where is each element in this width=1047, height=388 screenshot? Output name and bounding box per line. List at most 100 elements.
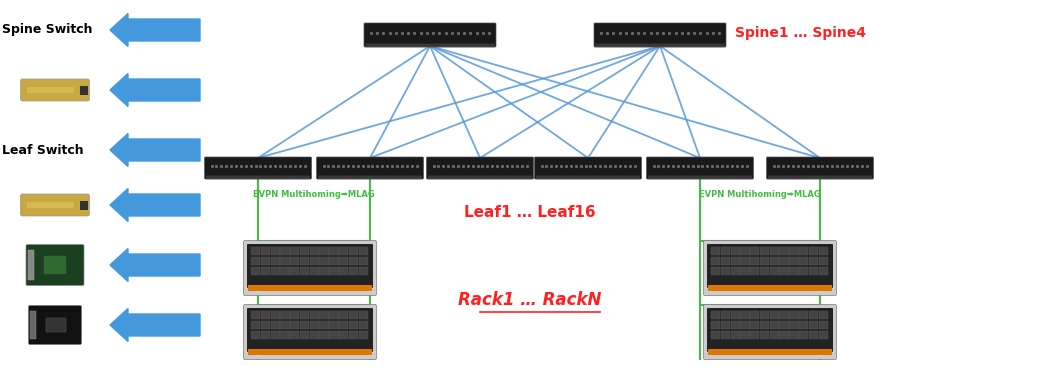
Bar [711, 247, 720, 255]
FancyBboxPatch shape [247, 308, 373, 352]
Bar [290, 311, 299, 319]
FancyArrow shape [110, 308, 200, 341]
FancyArrow shape [110, 248, 200, 282]
Bar [789, 321, 799, 329]
Bar [339, 331, 349, 339]
FancyBboxPatch shape [26, 244, 84, 286]
Bar [819, 257, 828, 265]
Bar [270, 247, 280, 255]
Bar [349, 311, 358, 319]
Bar [319, 331, 329, 339]
Bar [339, 267, 349, 275]
Bar [30, 311, 36, 339]
Bar [310, 257, 319, 265]
Bar [789, 267, 799, 275]
FancyBboxPatch shape [704, 241, 837, 296]
Bar [261, 331, 270, 339]
Bar [310, 321, 319, 329]
FancyBboxPatch shape [28, 305, 82, 345]
Bar [349, 257, 358, 265]
Bar [708, 349, 832, 355]
Bar [319, 247, 329, 255]
Bar [760, 311, 770, 319]
Bar [281, 247, 290, 255]
Bar [26, 202, 73, 208]
FancyBboxPatch shape [244, 305, 377, 360]
Text: EVPN Multihoming➡MLAG: EVPN Multihoming➡MLAG [699, 190, 821, 199]
Bar [770, 321, 779, 329]
FancyBboxPatch shape [244, 241, 377, 296]
Bar [750, 247, 759, 255]
Bar [731, 257, 740, 265]
FancyArrow shape [110, 133, 200, 166]
Bar [299, 247, 309, 255]
Bar [270, 321, 280, 329]
Bar [770, 331, 779, 339]
Bar [799, 257, 808, 265]
Bar [799, 267, 808, 275]
Bar [808, 311, 818, 319]
Bar [808, 257, 818, 265]
Bar [281, 311, 290, 319]
Bar [290, 331, 299, 339]
Bar [740, 311, 750, 319]
Bar [349, 247, 358, 255]
Bar [789, 247, 799, 255]
Bar [799, 311, 808, 319]
Bar [779, 267, 788, 275]
FancyBboxPatch shape [44, 256, 66, 274]
Bar [251, 267, 261, 275]
FancyBboxPatch shape [364, 23, 496, 47]
Bar [248, 349, 372, 355]
Bar [299, 311, 309, 319]
Bar [711, 267, 720, 275]
Bar [770, 267, 779, 275]
Bar [248, 285, 372, 291]
Bar [261, 321, 270, 329]
Bar [770, 247, 779, 255]
Bar [770, 257, 779, 265]
FancyBboxPatch shape [46, 318, 66, 332]
Bar [26, 87, 73, 93]
Bar [299, 331, 309, 339]
Bar [349, 321, 358, 329]
FancyBboxPatch shape [707, 244, 833, 288]
Bar [750, 257, 759, 265]
Bar [27, 250, 34, 280]
Bar [358, 321, 367, 329]
FancyBboxPatch shape [535, 157, 642, 179]
FancyArrow shape [110, 189, 200, 222]
Bar [281, 331, 290, 339]
Bar [329, 311, 338, 319]
Bar [251, 257, 261, 265]
Bar [740, 331, 750, 339]
Bar [711, 331, 720, 339]
Bar [799, 321, 808, 329]
Bar [750, 311, 759, 319]
Bar [779, 257, 788, 265]
Bar [808, 321, 818, 329]
Bar [261, 247, 270, 255]
Bar [711, 257, 720, 265]
Bar [789, 331, 799, 339]
Text: Leaf1 … Leaf16: Leaf1 … Leaf16 [464, 205, 596, 220]
Bar [281, 267, 290, 275]
Bar [740, 321, 750, 329]
Bar [290, 267, 299, 275]
Bar [281, 321, 290, 329]
Bar [251, 311, 261, 319]
Bar [310, 267, 319, 275]
Bar [720, 321, 730, 329]
Bar [358, 257, 367, 265]
FancyBboxPatch shape [206, 175, 310, 180]
Bar [819, 331, 828, 339]
FancyBboxPatch shape [247, 244, 373, 288]
Bar [261, 257, 270, 265]
Bar [270, 311, 280, 319]
FancyBboxPatch shape [365, 43, 494, 47]
Bar [290, 321, 299, 329]
Bar [740, 267, 750, 275]
Bar [819, 321, 828, 329]
FancyBboxPatch shape [768, 175, 872, 180]
Bar [358, 267, 367, 275]
